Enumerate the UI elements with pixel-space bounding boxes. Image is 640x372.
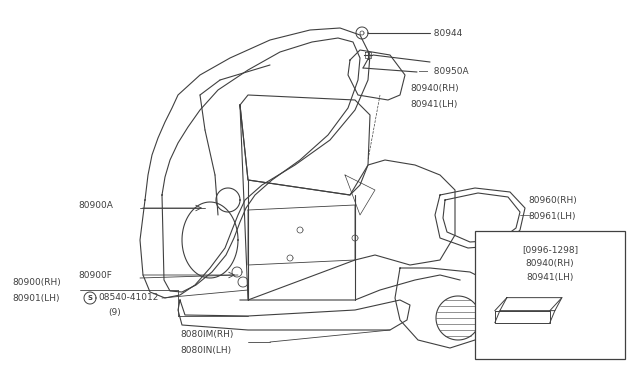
Text: 80941(LH): 80941(LH) [526, 273, 574, 282]
Text: 80900A: 80900A [78, 201, 113, 209]
Text: 8080IN(LH): 8080IN(LH) [180, 346, 231, 355]
Text: (9): (9) [108, 308, 121, 317]
Text: 80961(LH): 80961(LH) [528, 212, 575, 221]
Text: 80940(RH): 80940(RH) [410, 83, 459, 93]
Text: [0996-1298]: [0996-1298] [522, 245, 578, 254]
Text: 80900(RH): 80900(RH) [12, 279, 61, 288]
Text: 80900F: 80900F [78, 270, 112, 279]
Text: 8080IM(RH): 8080IM(RH) [180, 330, 234, 340]
Text: 08540-41012: 08540-41012 [98, 294, 158, 302]
Text: 80901(LH): 80901(LH) [12, 294, 60, 302]
Text: ^809^0 P9: ^809^0 P9 [555, 353, 604, 362]
Bar [475, 231, 625, 359]
Text: 80940(RH): 80940(RH) [526, 259, 574, 267]
Text: 80960(RH): 80960(RH) [528, 196, 577, 205]
Text: 80941(LH): 80941(LH) [410, 99, 458, 109]
Text: ―  80950A: ― 80950A [419, 67, 468, 77]
Text: ―  80944: ― 80944 [419, 29, 462, 38]
Text: S: S [88, 295, 93, 301]
